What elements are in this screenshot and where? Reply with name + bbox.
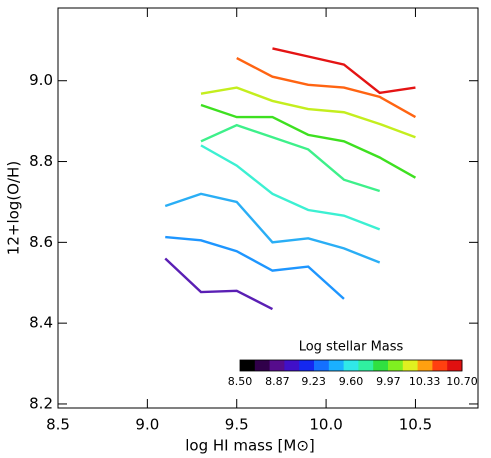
data-line [200,86,416,139]
y-tick-label: 8.4 [29,314,53,332]
y-tick-label: 8.2 [29,394,53,412]
colorbar-frame [239,359,463,372]
data-line [200,144,381,231]
colorbar-swatch [284,360,300,371]
y-tick-label: 8.8 [29,152,53,170]
x-tick-label: 9.5 [225,416,249,434]
colorbar-swatch [269,360,285,371]
y-tick-label: 8.6 [29,233,53,251]
data-line [165,235,345,300]
colorbar-tick-label: 10.33 [409,375,441,388]
colorbar-swatch [417,360,433,371]
colorbar-tick-label: 8.87 [265,375,290,388]
colorbar-swatch [373,360,389,371]
x-tick-label: 8.5 [46,416,70,434]
colorbar-title: Log stellar Mass [299,340,404,355]
data-line [200,103,417,179]
colorbar-swatch [402,360,419,371]
colorbar-tick-label: 9.60 [339,375,364,388]
colorbar-swatch [358,360,374,371]
y-tick-label: 9.0 [29,71,53,89]
plot-frame [57,7,479,409]
x-tick-label: 10.0 [309,416,342,434]
data-line [272,47,416,95]
data-line [236,57,417,119]
colorbar-swatch [432,360,448,371]
colorbar-swatch [240,360,256,371]
colorbar-swatch [299,360,315,371]
colorbar-tick-label: 9.97 [376,375,401,388]
x-tick-label: 9.0 [135,416,159,434]
data-line [200,123,381,193]
colorbar-swatch [314,360,330,371]
colorbar-swatch [343,360,359,371]
colorbar-swatch [328,360,345,371]
colorbar-swatch [254,360,271,371]
colorbar-tick-label: 8.50 [228,375,253,388]
colorbar-swatch [388,360,404,371]
colorbar-tick-label: 10.70 [446,375,478,388]
x-axis-label: log HI mass [M⊙] [185,437,315,455]
data-line [164,257,274,311]
colorbar-swatch [447,360,463,371]
x-tick-label: 10.5 [399,416,432,434]
colorbar-tick-label: 9.23 [301,375,326,388]
y-axis-label: 12+log(O/H) [5,161,23,255]
data-line [164,192,381,264]
